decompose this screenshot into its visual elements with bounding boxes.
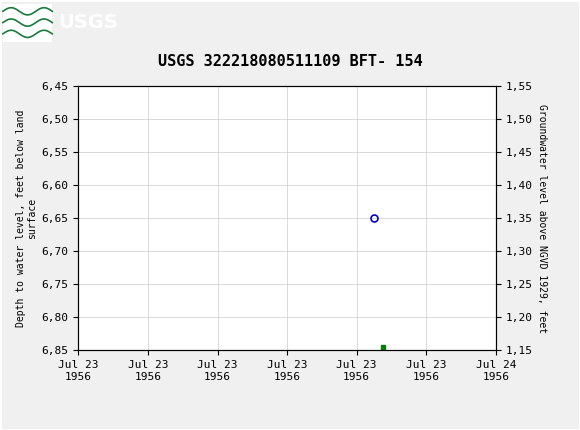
- Text: USGS 322218080511109 BFT- 154: USGS 322218080511109 BFT- 154: [158, 54, 422, 69]
- Y-axis label: Depth to water level, feet below land
surface: Depth to water level, feet below land su…: [16, 110, 38, 327]
- Legend: Period of approved data: Period of approved data: [187, 427, 387, 430]
- Text: USGS: USGS: [58, 13, 118, 32]
- Y-axis label: Groundwater level above NGVD 1929, feet: Groundwater level above NGVD 1929, feet: [536, 104, 547, 333]
- FancyBboxPatch shape: [3, 3, 52, 42]
